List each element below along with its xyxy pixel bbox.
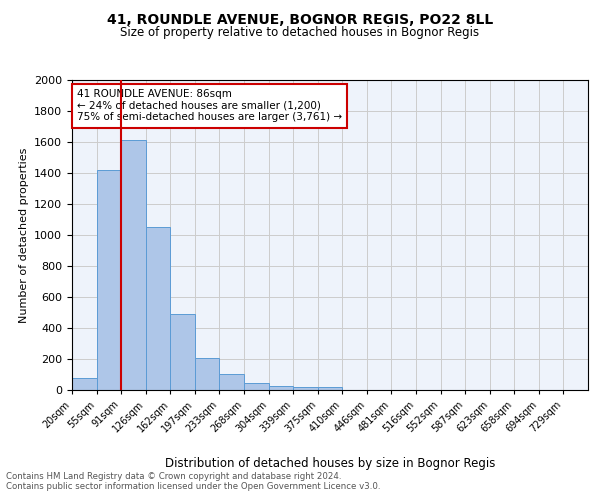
Bar [269, 386, 293, 390]
Bar [318, 387, 342, 390]
Bar [244, 384, 269, 390]
Text: 41, ROUNDLE AVENUE, BOGNOR REGIS, PO22 8LL: 41, ROUNDLE AVENUE, BOGNOR REGIS, PO22 8… [107, 12, 493, 26]
Text: Contains HM Land Registry data © Crown copyright and database right 2024.: Contains HM Land Registry data © Crown c… [6, 472, 341, 481]
Text: Size of property relative to detached houses in Bognor Regis: Size of property relative to detached ho… [121, 26, 479, 39]
Text: Distribution of detached houses by size in Bognor Regis: Distribution of detached houses by size … [165, 458, 495, 470]
Bar [293, 386, 318, 390]
Bar [170, 314, 195, 390]
Bar [220, 374, 244, 390]
Y-axis label: Number of detached properties: Number of detached properties [19, 148, 29, 322]
Bar [121, 140, 146, 390]
Text: 41 ROUNDLE AVENUE: 86sqm
← 24% of detached houses are smaller (1,200)
75% of sem: 41 ROUNDLE AVENUE: 86sqm ← 24% of detach… [77, 90, 342, 122]
Text: Contains public sector information licensed under the Open Government Licence v3: Contains public sector information licen… [6, 482, 380, 491]
Bar [195, 358, 220, 390]
Bar [97, 170, 121, 390]
Bar [146, 227, 170, 390]
Bar [72, 378, 97, 390]
